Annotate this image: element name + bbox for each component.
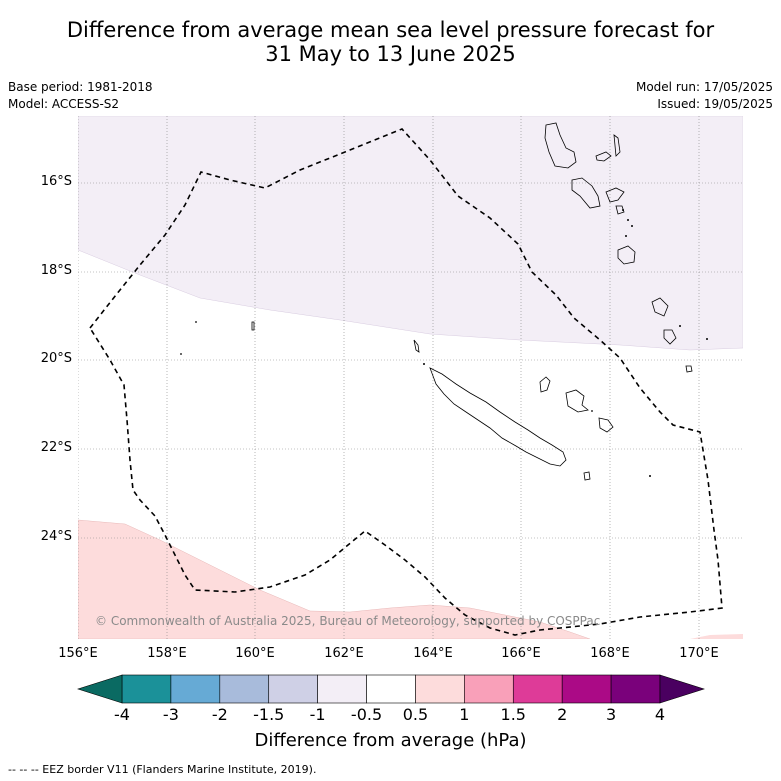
colorbar-under-arrow: [77, 674, 123, 704]
colorbar-title: Difference from average (hPa): [254, 730, 527, 751]
issued-date: Issued: 19/05/2025: [657, 97, 773, 111]
island-new-caledonia: [429, 367, 567, 467]
colorbar-segment: [219, 674, 270, 704]
lat-label-18s: 18°S: [40, 263, 72, 278]
small-islets: [180, 209, 708, 477]
lon-label-166e: 166°E: [501, 646, 541, 661]
lon-label-170e: 170°E: [679, 646, 719, 661]
meta-right: Model run: 17/05/2025 Issued: 19/05/2025: [636, 79, 773, 113]
colorbar-tick-label: -2: [211, 705, 228, 724]
colorbar: [77, 674, 705, 704]
eez-legend-note: -- -- -- EEZ border V11 (Flanders Marine…: [8, 763, 317, 776]
island-isle-of-pines: [583, 471, 591, 481]
colorbar-tick-label: -1: [309, 705, 326, 724]
island-ouvea: [539, 376, 551, 393]
lon-label-164e: 164°E: [413, 646, 453, 661]
coastlines: [251, 122, 693, 481]
lat-label-24s: 24°S: [40, 529, 72, 544]
lat-label-22s: 22°S: [40, 440, 72, 455]
lat-label-16s: 16°S: [40, 174, 72, 189]
island-mare: [598, 417, 614, 433]
colorbar-tick-label: 2: [557, 705, 568, 724]
colorbar-segment: [464, 674, 514, 704]
colorbar-tick-label: -3: [162, 705, 179, 724]
colorbar-segment: [317, 674, 367, 704]
meta-left: Base period: 1981-2018 Model: ACCESS-S2: [8, 79, 153, 113]
island-malakula: [571, 177, 601, 209]
lat-label-20s: 20°S: [40, 351, 72, 366]
lon-label-156e: 156°E: [58, 646, 98, 661]
colorbar-segment: [512, 674, 563, 704]
island-maewo: [613, 134, 621, 157]
colorbar-segment: [610, 674, 661, 704]
colorbar-segment: [268, 674, 318, 704]
colorbar-tick-label: -0.5: [350, 705, 383, 724]
lon-label-160e: 160°E: [235, 646, 275, 661]
island-ambae: [595, 151, 612, 162]
colorbar-segment: [170, 674, 221, 704]
title-line-2: 31 May to 13 June 2025: [265, 42, 516, 66]
colorbar-tick-label: 1.5: [500, 705, 526, 724]
island-chesterfield: [251, 321, 255, 331]
island-pentecost: [605, 187, 625, 203]
island-aneityum: [685, 365, 693, 373]
colorbar-tick-label: 0.5: [402, 705, 429, 724]
island-erromango: [651, 297, 669, 317]
negative-anomaly-region: [78, 116, 743, 351]
colorbar-tick-label: 3: [605, 705, 617, 724]
model-name: Model: ACCESS-S2: [8, 97, 120, 111]
colorbar-over-arrow: [659, 674, 705, 704]
island-tanna: [663, 329, 677, 345]
island-epi: [615, 205, 625, 215]
positive-anomaly-region: [78, 519, 591, 639]
base-period: Base period: 1981-2018: [8, 80, 153, 94]
copyright-notice: © Commonwealth of Australia 2025, Bureau…: [95, 614, 601, 628]
colorbar-tick-label: 4: [654, 705, 666, 724]
lon-label-168e: 168°E: [590, 646, 630, 661]
chart-title: Difference from average mean sea level p…: [0, 18, 781, 66]
positive-anomaly-region-east: [690, 634, 743, 639]
island-lifou: [565, 389, 589, 413]
colorbar-tick-label: -4: [114, 705, 130, 724]
island-belep: [413, 339, 420, 353]
colorbar-segment: [415, 674, 465, 704]
colorbar-segment: [366, 674, 416, 704]
lon-label-162e: 162°E: [324, 646, 364, 661]
colorbar-tick-label: 1: [459, 705, 470, 724]
title-line-1: Difference from average mean sea level p…: [66, 18, 715, 42]
island-efate: [617, 245, 636, 265]
colorbar-tick-label: -1.5: [253, 705, 285, 724]
colorbar-segment: [561, 674, 612, 704]
colorbar-segment: [121, 674, 172, 704]
model-run: Model run: 17/05/2025: [635, 80, 773, 94]
graticule: [78, 116, 743, 639]
island-espiritu-santo: [544, 122, 577, 169]
lon-label-158e: 158°E: [147, 646, 187, 661]
eez-border: [89, 128, 723, 636]
